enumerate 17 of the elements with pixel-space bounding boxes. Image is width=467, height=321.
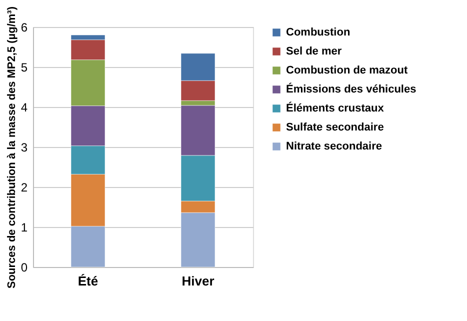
y-tick-label: 5 [20,60,28,74]
legend-label: Sel de mer [286,46,342,58]
x-tick-label: Hiver [182,274,214,288]
y-axis-title: Sources de contribution à la masse des MP2,5 (µg/m³) [6,6,18,289]
y-tick-label: 1 [20,220,28,234]
legend-label: Sulfate secondaire [286,122,384,134]
legend-label: Nitrate secondaire [286,140,382,152]
y-tick-label: 4 [20,100,28,114]
y-tick-label: 6 [20,20,28,34]
legend-label: Combustion de mazout [286,64,408,76]
legend-label: Émissions des véhicules [286,82,416,96]
y-tick-label: 3 [20,140,28,154]
x-tick-label: Été [78,274,98,288]
legend-label: Combustion [286,26,350,38]
y-tick-label: 0 [20,260,28,274]
legend-label: Éléments crustaux [286,102,385,114]
y-tick-label: 2 [20,180,28,194]
